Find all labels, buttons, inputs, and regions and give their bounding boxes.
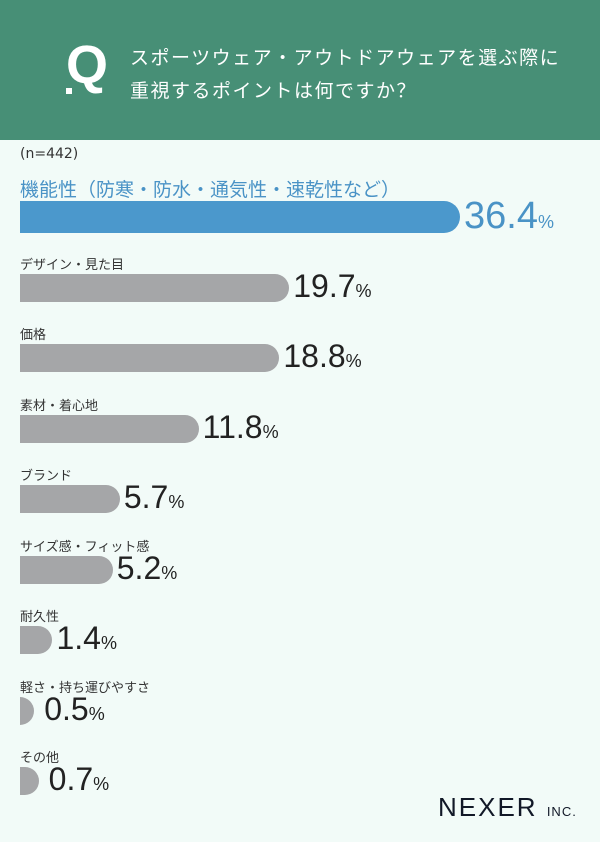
- value-label: 19.7%: [293, 268, 371, 305]
- category-label: 軽さ・持ち運びやすさ: [20, 680, 151, 696]
- bar: [20, 696, 35, 725]
- value-number: 11.8: [202, 408, 263, 445]
- title-line-1: スポーツウェア・アウトドアウェアを選ぶ際に: [130, 47, 561, 69]
- value-label: 0.5%: [44, 691, 105, 728]
- category-label: 素材・着心地: [20, 398, 99, 414]
- bar: [20, 626, 53, 654]
- value-number: 36.4: [464, 195, 538, 237]
- bar: [20, 273, 290, 302]
- value-label: 18.8%: [283, 338, 361, 375]
- bar: [20, 414, 199, 443]
- bar: [20, 201, 460, 233]
- category-label: 機能性（防寒・防水・通気性・速乾性など）: [20, 179, 401, 201]
- q-dot: [66, 88, 72, 94]
- percent-sign: %: [93, 774, 110, 794]
- category-label: その他: [20, 751, 60, 766]
- bar: [20, 344, 280, 372]
- percent-sign: %: [262, 421, 279, 442]
- percent-sign: %: [345, 351, 362, 371]
- percent-sign: %: [168, 492, 185, 512]
- value-label: 5.7%: [124, 479, 185, 516]
- value-number: 5.7: [123, 479, 169, 515]
- nexer-logo: NEXER INC.: [438, 792, 577, 823]
- value-number: 0.5: [44, 690, 89, 727]
- question-header: Q スポーツウェア・アウトドアウェアを選ぶ際に 重視するポイントは何ですか？: [0, 0, 600, 140]
- bar: [20, 555, 113, 584]
- percent-sign: %: [537, 212, 554, 232]
- value-label: 1.4%: [56, 620, 117, 657]
- value-number: 19.7: [293, 267, 356, 304]
- logo-suffix: INC.: [546, 804, 577, 819]
- value-label: 36.4%: [464, 195, 554, 238]
- bar: [20, 485, 120, 513]
- value-number: 1.4: [56, 620, 101, 656]
- bar: [20, 767, 39, 795]
- percent-sign: %: [355, 280, 372, 301]
- logo-text: NEXER: [438, 792, 538, 822]
- sample-size: (n=442): [20, 146, 79, 162]
- title-line-2: 重視するポイントは何ですか？: [130, 80, 418, 102]
- question-title: スポーツウェア・アウトドアウェアを選ぶ際に 重視するポイントは何ですか？: [130, 42, 570, 108]
- q-mark: Q: [66, 35, 109, 95]
- value-label: 0.7%: [49, 761, 110, 798]
- category-label: 耐久性: [20, 610, 60, 625]
- percent-sign: %: [161, 562, 178, 583]
- percent-sign: %: [88, 703, 105, 724]
- value-label: 5.2%: [117, 550, 178, 587]
- value-number: 0.7: [48, 761, 94, 797]
- category-label: 価格: [20, 328, 47, 343]
- percent-sign: %: [100, 633, 117, 653]
- value-number: 18.8: [283, 338, 346, 374]
- category-label: ブランド: [20, 469, 73, 484]
- category-label: デザイン・見た目: [20, 257, 125, 273]
- value-number: 5.2: [116, 549, 162, 586]
- category-label: サイズ感・フィット感: [20, 539, 150, 555]
- value-label: 11.8%: [203, 409, 279, 446]
